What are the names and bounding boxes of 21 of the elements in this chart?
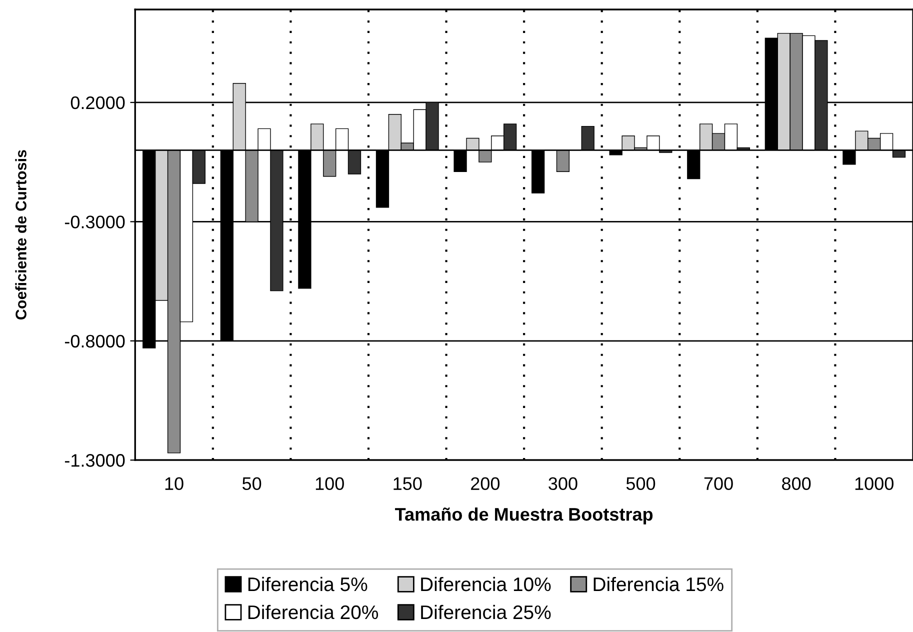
x-tick-label: 300 [548,477,578,490]
x-axis-title: Tamaño de Muestra Bootstrap [395,507,653,524]
x-tick-label: 700 [704,477,733,490]
x-tick-label: 100 [316,477,344,490]
x-tick-label: 1000 [855,477,894,490]
x-tick-label: 200 [471,477,500,490]
legend-label: Diferencia 5% [248,576,368,592]
legend-label: Diferencia 20% [248,604,378,620]
x-tick-label: 150 [394,477,422,490]
x-tick-label: 50 [242,477,262,490]
legend-label: Diferencia 25% [421,604,551,620]
y-tick-label: -0.8000 [64,334,125,348]
x-tick-label: 800 [782,477,811,490]
y-tick-label: -0.3000 [64,216,125,228]
legend-label: Diferencia 15% [594,576,724,592]
y-tick-label: 0.2000 [70,96,125,110]
y-axis-title: Coeficiente de Curtosis [15,150,26,320]
y-tick-label: -1.3000 [64,454,125,467]
legend-label: Diferencia 10% [421,576,551,592]
x-tick-label: 500 [626,477,656,490]
x-tick-label: 10 [165,477,184,490]
